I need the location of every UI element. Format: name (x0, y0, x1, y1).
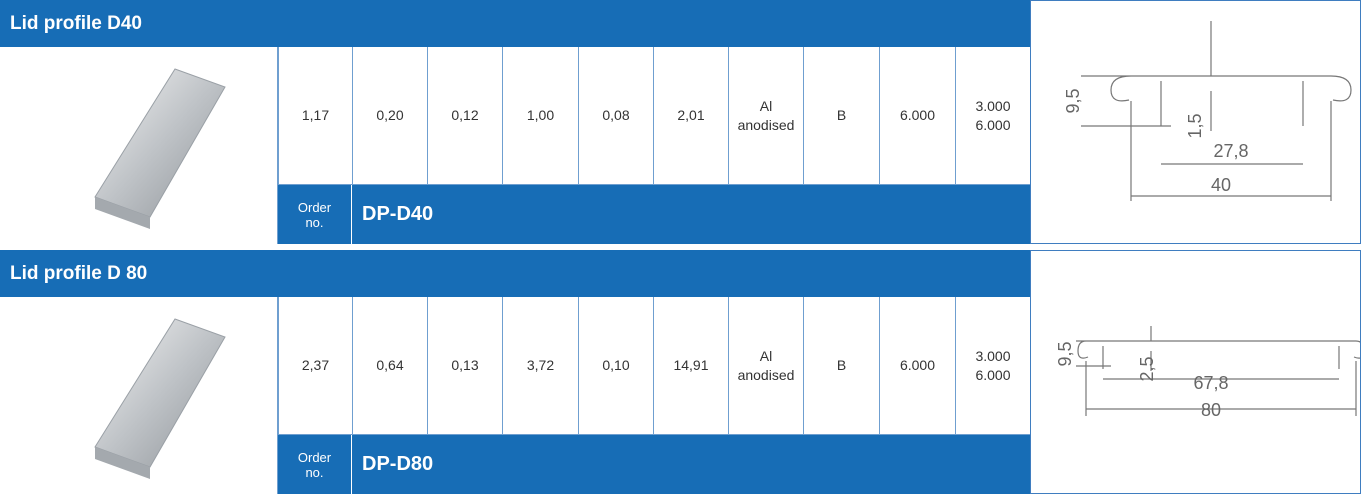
spec-value: 6.000 (899, 357, 936, 373)
drawing-lines (1081, 21, 1352, 201)
spec-cell: 6.000 (879, 47, 955, 185)
spec-value: 0,08 (602, 107, 630, 123)
spec-value: 0,64 (376, 357, 404, 373)
spec-value: 3.000 6.000 (975, 97, 1011, 133)
dimension-label: 9,5 (1055, 341, 1075, 366)
section: Lid profile D40 1,17 0,20 0,12 1,00 0,08 2,01 A… (0, 0, 1361, 244)
spec-cell: 0,10 (578, 297, 653, 435)
spec-cell: 3,72 (502, 297, 578, 435)
spec-value: 6.000 (899, 107, 936, 123)
spec-value: Al anodised (737, 97, 795, 133)
spec-cell: 6.000 (879, 297, 955, 435)
spec-cell: B (803, 47, 879, 185)
spec-cell: 3.000 6.000 (955, 47, 1030, 185)
spec-value: 2,37 (301, 357, 330, 373)
spec-value: 1,17 (301, 107, 330, 123)
spec-value: B (836, 107, 847, 123)
spec-cell: Al anodised (728, 47, 803, 185)
spec-value: Al anodised (737, 347, 795, 383)
spec-cell: 0,08 (578, 47, 653, 185)
dimension-label: 80 (1201, 400, 1221, 420)
order-code: DP-D80 (352, 435, 1030, 494)
spec-value: 3,72 (526, 357, 555, 373)
spec-value: 0,13 (451, 357, 479, 373)
spec-value: 14,91 (673, 357, 709, 373)
spec-value: 3.000 6.000 (975, 347, 1011, 383)
profile-drawing: 9,5 2,5 67,8 80 (1030, 250, 1361, 494)
order-label-text: Order no. (297, 199, 332, 230)
dimension-label: 2,5 (1137, 356, 1157, 381)
drawing-lines (1076, 326, 1361, 416)
spec-cell: 0,20 (352, 47, 427, 185)
spec-cell: 2,01 (653, 47, 728, 185)
dimension-label: 9,5 (1063, 88, 1083, 113)
section: Lid profile D 80 2,37 0,64 0,13 3,72 0,10 14,9… (0, 250, 1361, 494)
spec-cell: 0,64 (352, 297, 427, 435)
order-label: Order no. (278, 435, 352, 494)
spec-value: B (836, 357, 847, 373)
dimension-label: 1,5 (1185, 113, 1205, 138)
spec-cell: 0,13 (427, 297, 502, 435)
section-title: Lid profile D 80 (0, 250, 1030, 297)
spec-cell: Al anodised (728, 297, 803, 435)
section-title: Lid profile D40 (0, 0, 1030, 47)
spec-value: 0,10 (602, 357, 630, 373)
spec-value: 1,00 (526, 107, 555, 123)
dimension-label: 27,8 (1213, 141, 1248, 161)
product-photo (0, 297, 278, 494)
spec-cell: 0,12 (427, 47, 502, 185)
spec-value: 0,12 (451, 107, 479, 123)
order-label: Order no. (278, 185, 352, 244)
product-photo (0, 47, 278, 244)
order-code: DP-D40 (352, 185, 1030, 244)
spec-value: 2,01 (677, 107, 705, 123)
dimension-label: 67,8 (1193, 373, 1228, 393)
dimension-label: 40 (1211, 175, 1231, 195)
spec-cell: 1,00 (502, 47, 578, 185)
order-label-text: Order no. (297, 449, 332, 480)
spec-cell: B (803, 297, 879, 435)
drawing-svg: 9,5 1,5 27,8 40 (1063, 21, 1352, 201)
spec-cell: 1,17 (278, 47, 352, 185)
drawing-svg: 9,5 2,5 67,8 80 (1055, 326, 1361, 420)
profile-drawing: 9,5 1,5 27,8 40 (1030, 0, 1361, 244)
spec-value: 0,20 (376, 107, 404, 123)
spec-cell: 2,37 (278, 297, 352, 435)
spec-cell: 14,91 (653, 297, 728, 435)
spec-cell: 3.000 6.000 (955, 297, 1030, 435)
